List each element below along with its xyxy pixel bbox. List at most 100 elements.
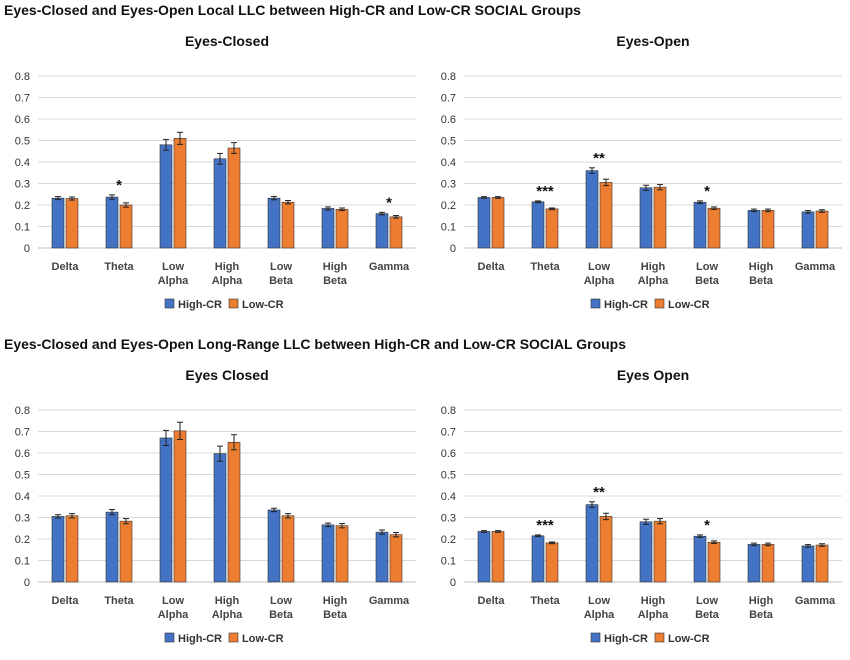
bar-high-cr <box>375 531 389 583</box>
y-tick-label: 0.1 <box>441 222 456 234</box>
bar-high-cr <box>267 197 281 249</box>
category-label: Theta <box>530 261 560 273</box>
y-tick-label: 0.2 <box>441 200 456 212</box>
bar-high-cr <box>747 210 761 249</box>
legend-label: High-CR <box>178 633 222 645</box>
category-label: Theta <box>104 261 134 273</box>
y-tick-label: 0.6 <box>15 114 30 126</box>
bar-high-cr <box>159 437 173 583</box>
significance-marker: * <box>704 183 710 200</box>
category-label: Delta <box>52 595 80 607</box>
bar-high-cr <box>747 544 761 583</box>
chart-title: Eyes-Open <box>616 33 689 49</box>
legend-swatch <box>228 632 239 643</box>
bar-high-cr <box>585 504 599 583</box>
y-tick-label: 0 <box>450 577 456 589</box>
y-tick-label: 0.7 <box>15 93 30 105</box>
y-tick-label: 0.5 <box>15 136 30 148</box>
y-tick-label: 0.8 <box>15 405 30 417</box>
category-label: Low <box>162 595 184 607</box>
legend-swatch <box>590 632 601 643</box>
bar-high-cr <box>159 144 173 249</box>
legend-swatch <box>654 298 665 309</box>
bar-low-cr <box>281 201 295 249</box>
y-tick-label: 0.5 <box>441 136 456 148</box>
category-label: Gamma <box>795 261 836 273</box>
category-label: Alpha <box>584 275 615 287</box>
y-tick-label: 0.6 <box>15 448 30 460</box>
bar-low-cr <box>599 182 613 249</box>
bar-low-cr <box>653 186 667 249</box>
category-label: Beta <box>695 609 720 621</box>
legend-label: High-CR <box>178 299 222 311</box>
bar-low-cr <box>761 210 775 249</box>
significance-marker: * <box>386 194 392 211</box>
category-label: Beta <box>695 275 720 287</box>
bar-low-cr <box>227 441 241 583</box>
bar-low-cr <box>491 531 505 583</box>
category-label: Beta <box>269 609 294 621</box>
category-label: Alpha <box>584 609 615 621</box>
legend-label: Low-CR <box>242 299 284 311</box>
bar-low-cr <box>65 198 79 249</box>
y-tick-label: 0 <box>450 243 456 255</box>
y-tick-label: 0.1 <box>15 222 30 234</box>
bar-high-cr <box>477 197 491 249</box>
bar-low-cr <box>815 210 829 249</box>
bar-low-cr <box>119 204 133 249</box>
y-tick-label: 0.4 <box>15 157 30 169</box>
category-label: Beta <box>323 275 348 287</box>
y-tick-label: 0.8 <box>15 71 30 83</box>
bar-high-cr <box>213 158 227 249</box>
legend-swatch <box>654 632 665 643</box>
y-tick-label: 0.1 <box>441 556 456 568</box>
bar-high-cr <box>531 201 545 249</box>
category-label: High <box>215 595 240 607</box>
y-tick-label: 0.7 <box>441 93 456 105</box>
bar-low-cr <box>815 544 829 583</box>
significance-marker: *** <box>536 517 554 534</box>
bar-high-cr <box>585 170 599 249</box>
legend-label: High-CR <box>604 633 648 645</box>
bar-high-cr <box>51 197 65 249</box>
category-label: Alpha <box>638 275 669 287</box>
bar-low-cr <box>227 147 241 249</box>
category-label: Beta <box>323 609 348 621</box>
category-label: Low <box>696 595 718 607</box>
significance-marker: * <box>704 517 710 534</box>
legend-label: Low-CR <box>668 299 710 311</box>
y-tick-label: 0.6 <box>441 448 456 460</box>
y-tick-label: 0.3 <box>441 179 456 191</box>
category-label: Alpha <box>638 609 669 621</box>
significance-marker: ** <box>593 484 605 501</box>
legend-swatch <box>164 632 175 643</box>
significance-marker: *** <box>536 183 554 200</box>
category-label: Low <box>588 261 610 273</box>
legend-label: High-CR <box>604 299 648 311</box>
y-tick-label: 0.8 <box>441 71 456 83</box>
y-tick-label: 0.3 <box>15 513 30 525</box>
section-title-long-range: Eyes-Closed and Eyes-Open Long-Range LLC… <box>4 336 627 352</box>
legend-label: Low-CR <box>242 633 284 645</box>
bar-high-cr <box>477 531 491 583</box>
category-label: Low <box>696 261 718 273</box>
bar-low-cr <box>653 520 667 583</box>
category-label: Delta <box>478 261 506 273</box>
category-label: Theta <box>530 595 560 607</box>
bar-low-cr <box>707 207 721 249</box>
category-label: Low <box>162 261 184 273</box>
bar-low-cr <box>761 544 775 583</box>
bar-high-cr <box>321 208 335 249</box>
y-tick-label: 0.1 <box>15 556 30 568</box>
legend-swatch <box>164 298 175 309</box>
bar-low-cr <box>281 515 295 583</box>
y-tick-label: 0.4 <box>15 491 30 503</box>
significance-marker: * <box>116 177 122 194</box>
bar-high-cr <box>639 187 653 249</box>
y-tick-label: 0.3 <box>15 179 30 191</box>
chart-local-eyes-closed: Eyes-Closed 0 0.1 0.2 0.3 0.4 0.5 0.6 0.7 0.8 Delt… <box>15 33 416 311</box>
category-label: High <box>749 595 774 607</box>
category-label: Gamma <box>795 595 836 607</box>
chart-title: Eyes Open <box>617 367 689 383</box>
y-tick-label: 0.4 <box>441 491 456 503</box>
